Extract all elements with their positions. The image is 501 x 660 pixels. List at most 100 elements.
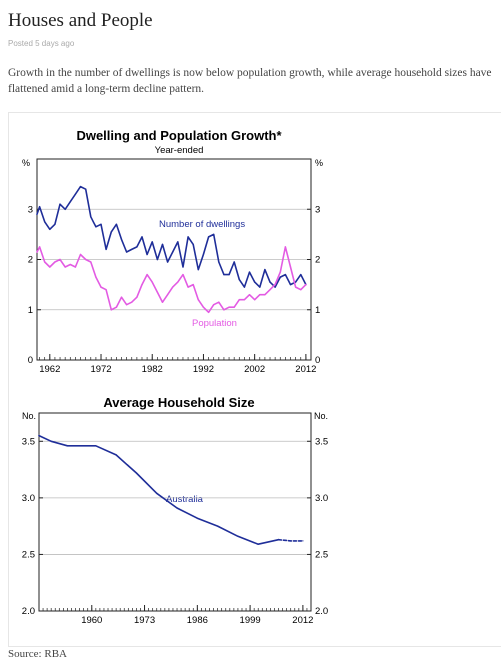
dwellings-series-line-point (74, 193, 76, 195)
x-tick-label: 1992 (193, 364, 214, 375)
dwellings-series-line-point (279, 276, 281, 278)
dwellings-series-line-point (274, 286, 276, 288)
dwellings-series-line-point (177, 241, 179, 243)
population-series-line-point (85, 258, 87, 261)
population-series-line-point (100, 286, 102, 288)
x-tick-label: 1982 (142, 364, 163, 375)
plot-frame (38, 412, 312, 612)
chart1-ylabel-right: % (315, 158, 323, 168)
dwellings-series-line-point (49, 228, 51, 230)
australia-series-line-point (196, 517, 198, 519)
chart1-plot: 0 0 1 1 2 2 3 3 1962 1972 1982 1992 2002 2012 (28, 158, 320, 375)
population-series-line-point (269, 289, 271, 291)
population-series-line-point (136, 296, 138, 298)
dwellings-series-line-point (243, 286, 245, 288)
australia-series-line-point (237, 535, 239, 537)
series-label-australia: Australia (166, 494, 204, 505)
dwellings-series-line-point (197, 269, 199, 271)
chart1-subtitle: Year-ended (155, 145, 204, 156)
population-series-line-point (295, 286, 297, 288)
population-series-line-point (223, 309, 225, 311)
australia-series-line-point (217, 525, 219, 527)
dwellings-series-line-point (79, 186, 82, 188)
population-series-line-point (213, 304, 215, 306)
y-tick-label-left: 1 (28, 305, 33, 316)
population-series-line-point (305, 284, 307, 286)
australia-series-line-point (50, 440, 52, 442)
population-series-line-point (105, 289, 107, 291)
dwellings-series-line-point (284, 274, 286, 276)
population-series-line-point (238, 299, 240, 301)
dwellings-series-line-point (44, 221, 46, 223)
chart2-ylabel-right: No. (314, 411, 328, 421)
australia-projection-line-point (277, 539, 280, 541)
population-series-line-point (243, 299, 245, 301)
figure-panel: Dwelling and Population Growth* Year-end… (8, 112, 501, 647)
population-series-line-point (197, 299, 199, 301)
dwellings-series-line-point (248, 271, 251, 273)
dwellings-series-line-point (254, 281, 256, 283)
x-tick-label: 2012 (295, 364, 316, 375)
y-tick-label-right: 3.5 (315, 436, 328, 447)
population-series-line-point (248, 294, 251, 296)
y-tick-label-left: 2 (28, 255, 33, 266)
x-tick-label: 2002 (244, 364, 265, 375)
dwellings-series-line-point (156, 258, 158, 261)
dwellings-series-line-point (36, 213, 38, 215)
australia-series-line-point (66, 445, 68, 447)
y-tick-label-left: 3.5 (22, 436, 35, 447)
population-series-line-point (115, 306, 117, 308)
y-tick-label-left: 2.0 (22, 606, 35, 617)
population-series-line-point (156, 291, 158, 293)
dwellings-series-line-point (131, 248, 133, 250)
chart1-title: Dwelling and Population Growth* (76, 128, 282, 143)
dwellings-series-line-point (59, 203, 61, 205)
population-series-line-point (39, 246, 41, 248)
x-tick-label: 1962 (39, 364, 60, 375)
dwellings-series-line-point (146, 253, 148, 256)
population-series-line-point (167, 294, 169, 296)
dwellings-series-line-point (223, 274, 225, 276)
y-tick-label-left: 3.0 (22, 493, 35, 504)
population-series-line-point (64, 266, 66, 268)
y-tick-label-right: 3.0 (315, 493, 328, 504)
australia-series-line-point (257, 543, 259, 545)
dwellings-series-line (36, 185, 307, 288)
dwellings-series-line-point (161, 243, 164, 245)
population-series-line-point (172, 286, 174, 288)
population-series-line-point (218, 301, 220, 303)
dwellings-series-line-point (289, 284, 292, 286)
population-series-line-point (228, 306, 230, 308)
population-series-line-point (202, 306, 204, 308)
dwellings-series-line-point (192, 243, 194, 245)
dwellings-series-line-point (105, 248, 107, 250)
dwellings-series-line-point (39, 206, 41, 208)
population-series-line-point (289, 266, 292, 268)
chart-svg: Dwelling and Population Growth* Year-end… (22, 128, 328, 626)
series-label-dwellings: Number of dwellings (159, 219, 245, 230)
dwellings-series-line-point (100, 223, 102, 225)
dwellings-series-line-point (187, 236, 189, 238)
dwellings-series-line-point (228, 274, 230, 276)
y-tick-label-right: 1 (315, 305, 320, 316)
dwellings-series-line-point (182, 266, 184, 268)
chart1-ylabel-left: % (22, 158, 30, 168)
dwellings-series-line-point (126, 251, 128, 253)
australia-series-line-point (156, 492, 158, 494)
dwellings-series-line-point (110, 231, 112, 233)
dwellings-series-line-point (259, 286, 261, 288)
population-series-line-point (284, 246, 286, 248)
australia-series-line-point (38, 435, 40, 437)
dwellings-series-line-point (85, 188, 87, 190)
population-series-line-point (264, 294, 266, 296)
population-series-line-point (177, 281, 179, 283)
y-tick-label-left: 0 (28, 355, 33, 366)
dwellings-series-line-point (213, 233, 215, 235)
population-series-line-point (300, 289, 302, 291)
population-series-line-point (120, 296, 123, 298)
dwellings-series-line-point (167, 261, 169, 263)
x-tick-label: 1972 (90, 364, 111, 375)
chart2-ylabel-left: No. (22, 411, 36, 421)
population-series-line-point (49, 266, 51, 268)
x-tick-label: 1973 (134, 615, 155, 626)
